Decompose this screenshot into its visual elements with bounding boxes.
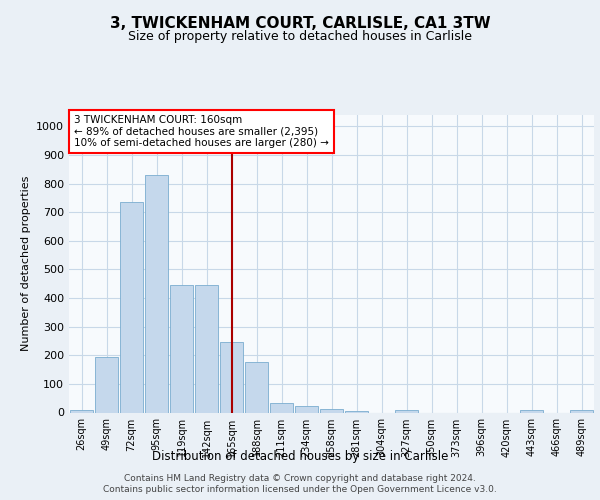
Bar [570,410,593,412]
Bar [295,406,318,412]
Bar [145,175,168,412]
Y-axis label: Number of detached properties: Number of detached properties [20,176,31,352]
Bar [70,410,93,412]
Text: 3 TWICKENHAM COURT: 160sqm
← 89% of detached houses are smaller (2,395)
10% of s: 3 TWICKENHAM COURT: 160sqm ← 89% of deta… [74,115,329,148]
Bar [345,411,368,412]
Bar [245,362,268,412]
Bar [395,410,418,412]
Bar [95,356,118,412]
Bar [170,285,193,412]
Text: Distribution of detached houses by size in Carlisle: Distribution of detached houses by size … [152,450,448,463]
Bar [195,285,218,412]
Text: Contains HM Land Registry data © Crown copyright and database right 2024.: Contains HM Land Registry data © Crown c… [124,474,476,483]
Bar [520,410,543,412]
Text: Contains public sector information licensed under the Open Government Licence v3: Contains public sector information licen… [103,485,497,494]
Bar [120,202,143,412]
Bar [320,409,343,412]
Text: 3, TWICKENHAM COURT, CARLISLE, CA1 3TW: 3, TWICKENHAM COURT, CARLISLE, CA1 3TW [110,16,490,31]
Bar [220,342,243,412]
Bar [270,404,293,412]
Text: Size of property relative to detached houses in Carlisle: Size of property relative to detached ho… [128,30,472,43]
